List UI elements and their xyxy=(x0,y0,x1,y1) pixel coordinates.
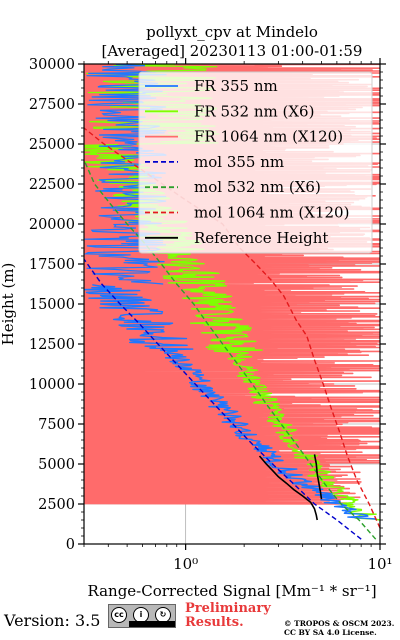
series-line xyxy=(84,258,362,540)
series-line-noise xyxy=(84,64,167,285)
y-tick-label: 30000 xyxy=(29,57,75,73)
series-line xyxy=(84,127,380,529)
preliminary-line2: Results. xyxy=(185,615,244,630)
copyright-line1: © TROPOS & OSCM 2023. xyxy=(284,619,395,628)
preliminary-line1: Preliminary xyxy=(185,601,271,616)
cc-badge-strip xyxy=(129,621,175,627)
legend-entry: mol 355 nm xyxy=(194,153,284,171)
legend-entry: FR 1064 nm (X120) xyxy=(194,128,343,146)
series-line xyxy=(84,284,377,521)
series-line xyxy=(313,454,323,500)
legend-box xyxy=(138,71,373,254)
y-axis-label: Height (m) xyxy=(0,263,17,346)
chart-title: pollyxt_cpv at Mindelo xyxy=(146,23,318,41)
y-tick-label: 2500 xyxy=(38,497,75,513)
y-axis: 0 2500 5000 7500 10000 12500 15000 17500 20000 22… xyxy=(29,57,386,553)
legend-entry: Reference Height xyxy=(194,229,328,247)
y-tick-label: 7500 xyxy=(38,417,75,433)
by-icon: i xyxy=(133,607,149,623)
x-axis-label: Range-Corrected Signal [Mm⁻¹ * sr⁻¹] xyxy=(87,582,376,600)
legend-entry: mol 532 nm (X6) xyxy=(194,178,321,196)
y-tick-label: 0 xyxy=(66,537,75,553)
series-line xyxy=(258,455,318,521)
preliminary-results: Preliminary Results. xyxy=(185,602,271,630)
copyright-line2: CC BY SA 4.0 License. xyxy=(284,628,377,637)
y-tick-label: 10000 xyxy=(29,377,75,393)
x-tick-label: 10⁰ xyxy=(173,555,198,573)
x-axis: 10⁰ 10¹ xyxy=(83,58,393,573)
y-tick-label: 22500 xyxy=(29,177,75,193)
y-tick-label: 17500 xyxy=(29,257,75,273)
cc-icon: cc xyxy=(111,607,127,623)
y-tick-label: 25000 xyxy=(29,137,75,153)
copyright: © TROPOS & OSCM 2023. CC BY SA 4.0 Licen… xyxy=(284,619,394,637)
chart-subtitle: [Averaged] 20230113 01:00-01:59 xyxy=(102,42,363,60)
legend-entry: mol 1064 nm (X120) xyxy=(194,204,349,222)
version-label: Version: 3.5 xyxy=(4,611,101,630)
legend-entry: FR 532 nm (X6) xyxy=(194,102,314,120)
legend: FR 355 nm FR 532 nm (X6) FR 1064 nm (X120)… xyxy=(138,71,373,254)
y-tick-label: 15000 xyxy=(29,297,75,313)
sa-icon: ↻ xyxy=(155,607,171,623)
y-tick-label: 27500 xyxy=(29,97,75,113)
y-tick-label: 5000 xyxy=(38,457,75,473)
cc-license-badge: cc i ↻ xyxy=(108,604,176,628)
y-tick-label: 20000 xyxy=(29,217,75,233)
legend-entry: FR 355 nm xyxy=(194,77,278,95)
x-tick-label: 10¹ xyxy=(367,555,392,573)
series-line xyxy=(84,159,377,540)
y-tick-label: 12500 xyxy=(29,337,75,353)
